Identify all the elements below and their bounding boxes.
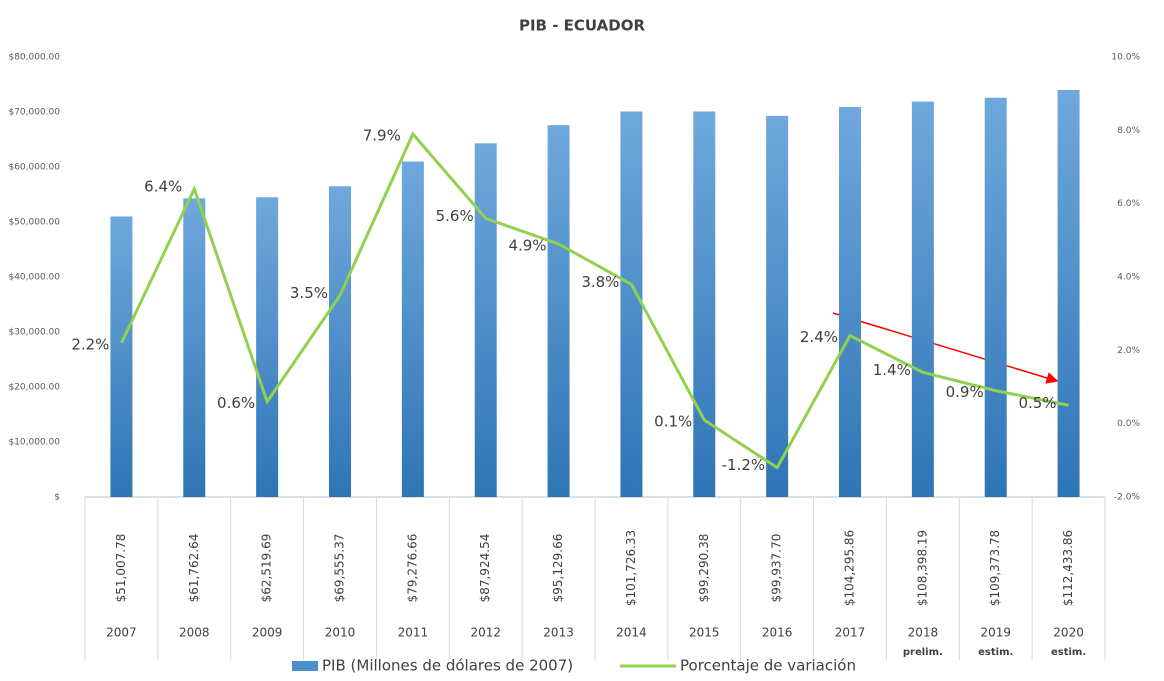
bar (911, 101, 934, 498)
table-value: $112,433.86 (1061, 530, 1075, 606)
table-value: $62,519.69 (260, 534, 274, 603)
x-tick-label: 2009 (252, 626, 283, 640)
table-value: $69,555.37 (333, 534, 347, 603)
y2-tick-label: 2.0% (1117, 346, 1140, 356)
x-tick-label: 2017 (835, 626, 866, 640)
bar (984, 97, 1007, 497)
bar (329, 186, 351, 497)
table-value: $51,007.78 (114, 534, 128, 603)
y2-tick-label: 8.0% (1117, 126, 1140, 136)
data-label: 3.5% (290, 284, 328, 302)
category-note: prelim. (903, 647, 943, 658)
y2-tick-label: -2.0% (1114, 493, 1141, 503)
x-tick-label: 2016 (762, 626, 793, 640)
x-tick-label: 2012 (470, 626, 501, 640)
data-label: 0.5% (1018, 394, 1056, 412)
category-note: estim. (1051, 647, 1086, 658)
table-value: $79,276.66 (405, 534, 419, 603)
data-label: 7.9% (363, 127, 401, 145)
data-label: 3.8% (581, 273, 619, 291)
y-tick-label: $40,000.00 (8, 273, 60, 283)
x-tick-label: 2015 (689, 626, 720, 640)
data-label: 2.2% (71, 336, 109, 354)
x-tick-label: 2008 (179, 626, 210, 640)
table-value: $99,290.38 (697, 534, 711, 603)
bar (110, 216, 133, 497)
data-label: 0.1% (654, 413, 692, 431)
bar (693, 111, 716, 497)
table-value: $61,762.64 (187, 534, 201, 603)
data-label: -1.2% (722, 456, 766, 474)
line (120, 131, 1069, 470)
y-tick-label: $30,000.00 (8, 328, 60, 338)
y2-tick-label: 0.0% (1117, 419, 1140, 429)
y-tick-label: $50,000.00 (8, 218, 60, 228)
bar (766, 115, 789, 497)
bar (401, 161, 424, 497)
x-tick-label: 2020 (1053, 626, 1084, 640)
data-label: 1.4% (873, 361, 911, 379)
legend-swatch (292, 661, 318, 671)
table-value: $108,398.19 (915, 530, 929, 606)
bar (839, 107, 861, 498)
bar (1057, 90, 1080, 497)
bar (183, 198, 206, 497)
y-tick-label: $10,000.00 (8, 438, 60, 448)
category-note: estim. (978, 647, 1013, 658)
chart-title: PIB - ECUADOR (519, 17, 645, 35)
bar (474, 143, 497, 497)
table-value: $99,937.70 (770, 534, 784, 603)
y-tick-label: $60,000.00 (8, 163, 60, 173)
bar (620, 111, 643, 497)
y-tick-label: $20,000.00 (8, 383, 60, 393)
y2-tick-label: 4.0% (1117, 273, 1140, 283)
x-tick-label: 2013 (543, 626, 574, 640)
data-label: 5.6% (436, 207, 474, 225)
y2-tick-label: 6.0% (1117, 199, 1140, 209)
x-tick-label: 2007 (106, 626, 137, 640)
y-tick-label: $80,000.00 (8, 53, 60, 63)
trend-arrow (832, 312, 1059, 384)
x-tick-label: 2018 (908, 626, 939, 640)
legend-label: Porcentaje de variación (680, 657, 856, 675)
table-value: $109,373.78 (988, 530, 1002, 606)
data-label: 0.6% (217, 394, 255, 412)
table-value: $101,726.33 (624, 530, 638, 606)
table-value: $87,924.54 (478, 534, 492, 603)
data-label: 2.4% (800, 328, 838, 346)
x-tick-label: 2014 (616, 626, 647, 640)
table-value: $104,295.86 (843, 530, 857, 606)
y-tick-label: $70,000.00 (8, 108, 60, 118)
x-tick-label: 2010 (325, 626, 356, 640)
x-tick-label: 2019 (980, 626, 1011, 640)
bar (547, 125, 570, 497)
data-label: 6.4% (144, 178, 182, 196)
y2-tick-label: 10.0% (1111, 53, 1140, 63)
x-tick-label: 2011 (398, 626, 429, 640)
table-value: $95,129.66 (551, 534, 565, 603)
data-label: 4.9% (508, 237, 546, 255)
data-label: 0.9% (946, 383, 984, 401)
legend-label: PIB (Millones de dólares de 2007) (322, 657, 573, 675)
y-tick-label: $ (54, 493, 60, 503)
bar (256, 197, 279, 497)
